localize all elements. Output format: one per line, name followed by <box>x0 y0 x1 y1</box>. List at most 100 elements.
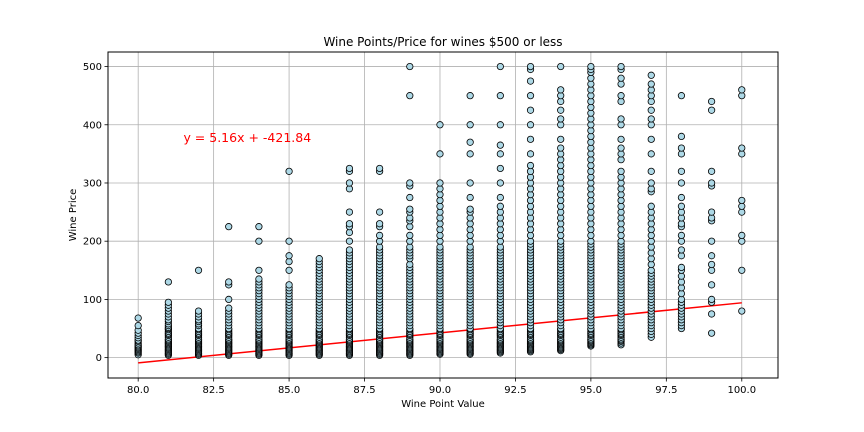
data-point <box>708 167 716 175</box>
x-tick-label: 87.5 <box>353 385 375 396</box>
data-point <box>466 138 474 146</box>
data-point <box>225 295 233 304</box>
y-tick-label: 300 <box>83 178 102 189</box>
data-point <box>708 310 716 318</box>
data-point <box>285 237 293 245</box>
data-point <box>164 278 172 286</box>
x-tick-label: 100.0 <box>727 385 756 396</box>
data-point <box>436 121 444 129</box>
data-point <box>677 246 686 254</box>
data-point <box>285 252 293 260</box>
y-axis-ticks: 0 100 200 300 400 500 <box>83 62 108 364</box>
data-point <box>708 281 716 289</box>
data-point <box>496 193 504 202</box>
data-point <box>617 115 625 123</box>
data-point <box>406 193 414 202</box>
data-point <box>466 179 474 187</box>
x-tick-label: 92.5 <box>504 385 526 396</box>
data-point <box>677 179 686 187</box>
data-point <box>708 329 716 337</box>
data-point <box>285 266 293 274</box>
data-point <box>647 115 655 123</box>
data-point <box>617 135 625 143</box>
data-point <box>315 255 323 263</box>
data-point <box>164 298 172 306</box>
data-point <box>194 307 203 315</box>
y-tick-label: 500 <box>83 62 102 73</box>
data-point <box>647 202 655 210</box>
data-point <box>677 263 686 271</box>
data-point <box>557 106 565 114</box>
data-point <box>708 106 716 114</box>
data-point <box>225 223 233 231</box>
data-point <box>647 71 655 79</box>
data-point <box>526 150 535 158</box>
data-point <box>436 179 444 187</box>
data-point <box>376 231 384 239</box>
data-point <box>738 196 746 205</box>
data-point <box>708 237 716 245</box>
data-point <box>345 179 354 187</box>
data-point <box>738 144 746 152</box>
data-point <box>285 167 293 175</box>
x-axis-ticks: 80.0 82.5 85.0 87.5 90.0 92.5 95.0 97.5 100.0 <box>127 378 756 396</box>
y-tick-label: 100 <box>83 295 102 306</box>
data-point <box>466 150 474 158</box>
data-point <box>225 304 233 312</box>
data-point <box>376 208 384 216</box>
data-point <box>526 135 535 143</box>
data-point <box>647 106 655 114</box>
data-point <box>496 179 504 187</box>
data-point <box>466 121 474 129</box>
data-point <box>345 246 354 254</box>
data-point <box>526 106 535 114</box>
data-point <box>255 237 263 245</box>
data-point <box>194 266 203 274</box>
y-tick-label: 200 <box>83 237 102 248</box>
data-point <box>225 278 233 286</box>
data-point <box>255 275 263 283</box>
data-point <box>647 179 655 187</box>
data-point <box>406 205 414 213</box>
data-point <box>526 62 535 71</box>
data-point <box>708 208 716 216</box>
data-point <box>677 202 686 210</box>
data-point <box>345 208 354 216</box>
data-point <box>708 295 716 304</box>
chart-title: Wine Points/Price for wines $500 or less <box>323 35 562 49</box>
y-tick-label: 0 <box>96 353 102 364</box>
data-point <box>738 86 746 94</box>
data-point <box>496 202 504 210</box>
data-point <box>557 62 565 71</box>
data-point <box>738 266 746 274</box>
data-point <box>647 150 655 158</box>
data-point <box>466 193 474 202</box>
data-point <box>647 167 655 175</box>
data-point <box>466 92 474 100</box>
data-point <box>617 62 625 71</box>
data-point <box>345 237 354 245</box>
x-axis-title: Wine Point Value <box>401 399 485 410</box>
x-tick-label: 95.0 <box>580 385 602 396</box>
x-tick-label: 90.0 <box>429 385 451 396</box>
data-point <box>436 150 444 158</box>
data-point <box>466 205 474 213</box>
data-point <box>496 141 504 149</box>
data-point <box>617 74 625 82</box>
data-point <box>557 115 565 123</box>
data-point <box>255 266 263 274</box>
data-point <box>617 144 625 152</box>
data-point <box>496 150 504 158</box>
data-point <box>526 92 535 100</box>
data-point <box>134 314 142 322</box>
y-tick-label: 400 <box>83 120 102 131</box>
data-point <box>285 281 293 289</box>
data-point <box>406 62 414 71</box>
data-point <box>526 121 535 129</box>
data-points <box>134 62 746 359</box>
data-point <box>557 144 565 152</box>
x-tick-label: 80.0 <box>127 385 149 396</box>
data-point <box>134 322 142 330</box>
